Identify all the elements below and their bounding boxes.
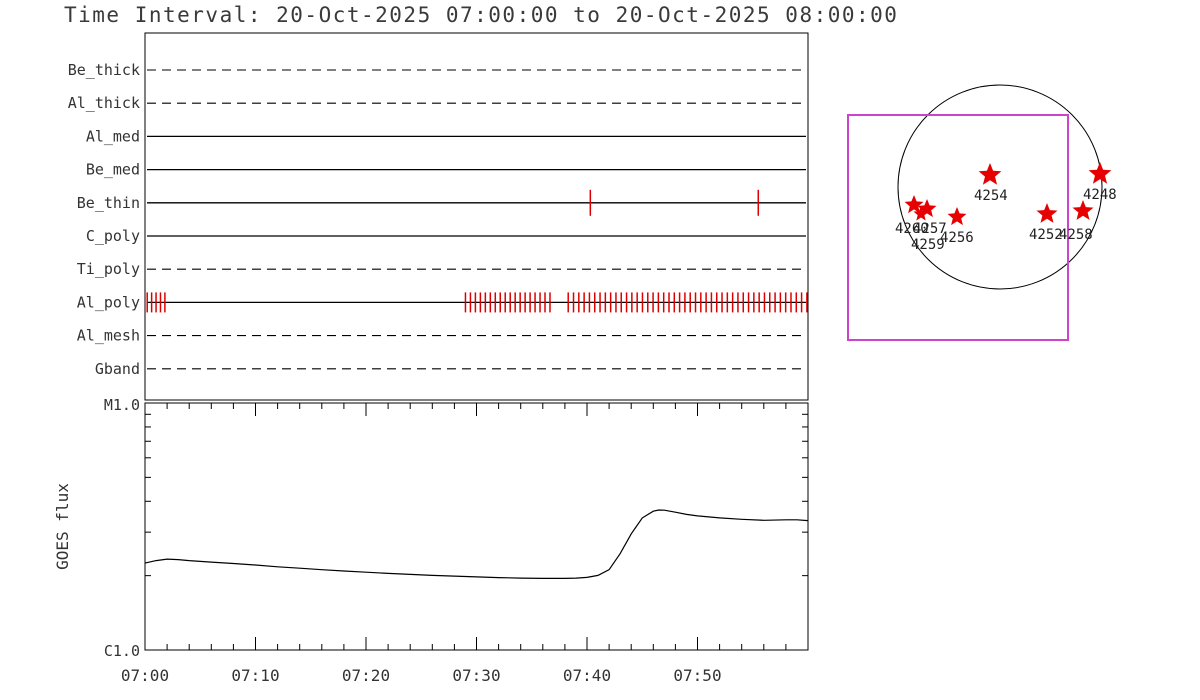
active-region-label-4260: 4260 [895,221,929,237]
active-region-star-4252 [1036,203,1058,223]
active-region-label-4254: 4254 [974,188,1008,204]
active-region-label-4258: 4258 [1059,227,1093,243]
row-label-Al_mesh: Al_mesh [77,327,140,345]
filter-panel-frame [144,32,809,401]
active-region-label-4257: 4257 [913,221,947,237]
goes-panel-frame [144,402,809,651]
row-label-C_poly: C_poly [86,227,140,245]
active-region-star-4258 [1072,200,1094,220]
active-region-label-4248: 4248 [1083,187,1117,203]
x-tick-label-07:20: 07:20 [342,666,390,685]
page-title: Time Interval: 20-Oct-2025 07:00:00 to 2… [64,3,899,27]
goes-flux-curve [144,509,809,579]
x-tick-label-07:30: 07:30 [452,666,500,685]
y-max-label: M1.0 [104,396,140,414]
y-min-label: C1.0 [104,642,140,660]
solar-limb-circle [897,84,1103,290]
x-tick-label-07:00: 07:00 [121,666,169,685]
active-region-star-4254 [978,163,1002,185]
row-label-Be_thick: Be_thick [68,61,140,79]
active-region-label-4252: 4252 [1029,227,1063,243]
active-region-label-4259: 4259 [911,237,945,253]
row-label-Ti_poly: Ti_poly [77,260,140,278]
x-tick-label-07:10: 07:10 [231,666,279,685]
row-label-Al_med: Al_med [86,127,140,145]
fov-box [847,114,1069,341]
filter-timeline-panel: Be_thick Al_thick Al_med Be_med Be_thin C_pol… [68,32,809,401]
x-tick-label-07:40: 07:40 [563,666,611,685]
row-label-Be_med: Be_med [86,161,140,179]
active-region-label-4256: 4256 [940,230,974,246]
row-label-Al_poly: Al_poly [77,293,140,311]
active-region-star-4256 [947,207,967,226]
active-region-star-4248 [1088,162,1112,184]
row-label-Gband: Gband [95,360,140,378]
goes-flux-panel: 07:00 07:10 07:20 07:30 07:40 07:50 M1.0 C1.0 GO… [53,396,809,685]
x-tick-label-07:50: 07:50 [673,666,721,685]
y-axis-title: GOES flux [53,483,72,570]
row-label-Al_thick: Al_thick [68,94,140,112]
row-label-Be_thin: Be_thin [77,194,140,212]
active-region-star-4259 [913,206,929,221]
active-region-star-4260 [904,195,924,214]
